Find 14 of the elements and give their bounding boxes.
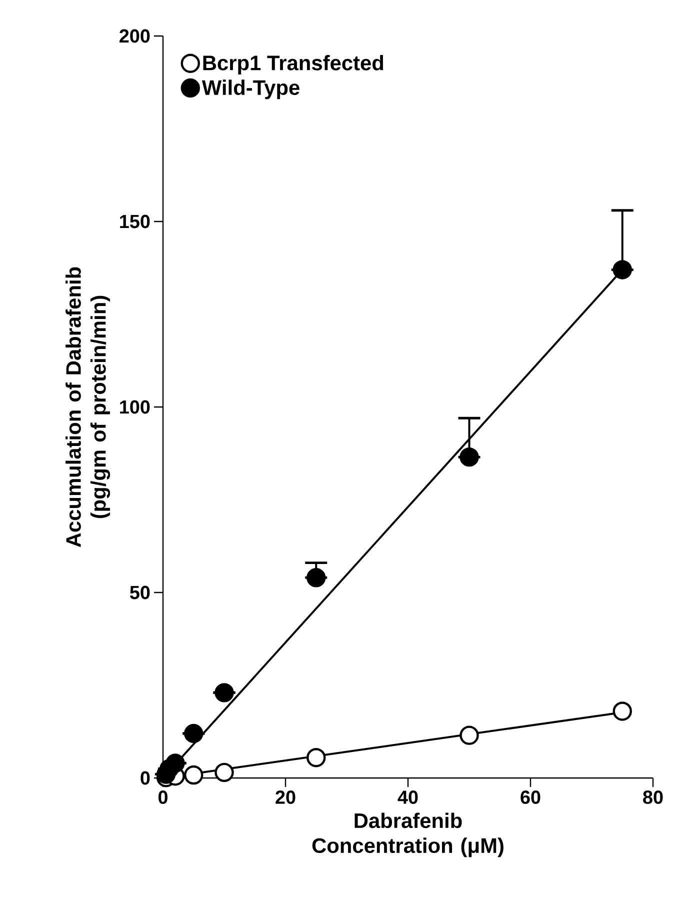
x-tick-label: 40	[398, 790, 418, 804]
y-tick-label: 0	[140, 771, 150, 785]
y-tick-label: 50	[130, 586, 150, 600]
x-tick-label: 60	[520, 790, 540, 804]
x-tick-label: 0	[158, 790, 168, 804]
y-axis-title: Accumulation of Dabrafenib (pg/gm of protein/min)	[66, 267, 110, 548]
legend-label: Bcrp1 Transfected	[203, 55, 384, 75]
y-tick-label: 100	[120, 400, 150, 414]
y-tick-label: 200	[120, 29, 150, 43]
y-tick-label: 150	[120, 214, 150, 228]
x-tick-label: 80	[643, 790, 663, 804]
legend-label: Wild-Type	[202, 80, 300, 100]
x-tick-label: 20	[276, 790, 296, 804]
x-axis-title: Dabrafenib Concentration (μM)	[312, 812, 504, 858]
